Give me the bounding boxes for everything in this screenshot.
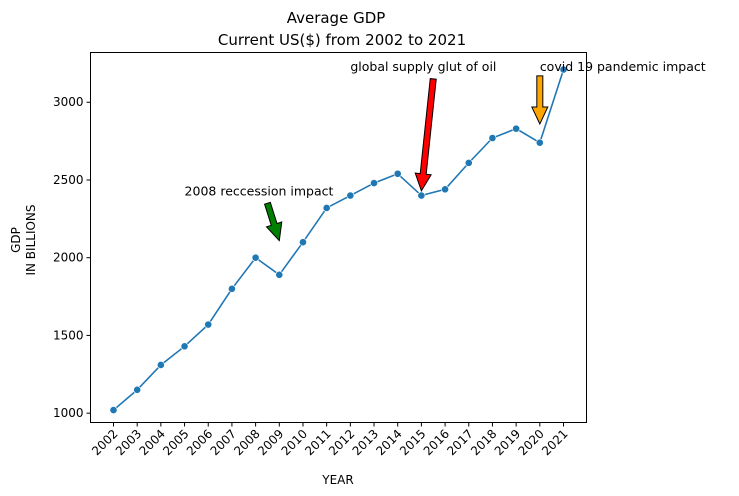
data-point	[133, 385, 142, 394]
x-tick-label: 2008	[231, 427, 262, 458]
data-point	[488, 134, 497, 142]
data-point	[251, 253, 260, 262]
annotation-arrow	[414, 78, 437, 193]
y-tick-label: 2000	[53, 251, 84, 265]
data-point	[275, 270, 284, 279]
series-line	[112, 69, 565, 411]
data-point	[204, 320, 213, 329]
x-tick-label: 2003	[113, 427, 144, 458]
x-axis-ticks: 2002200320042005200620072008200920102011…	[89, 422, 571, 458]
x-tick-label: 2020	[515, 427, 546, 458]
x-tick-label: 2006	[184, 427, 215, 458]
y-tick-label: 1000	[53, 406, 84, 420]
data-point	[417, 191, 426, 200]
data-point	[441, 185, 449, 194]
x-tick-label: 2004	[136, 427, 167, 458]
data-point	[346, 191, 355, 200]
x-tick-label: 2009	[255, 427, 286, 458]
x-tick-label: 2005	[160, 427, 191, 458]
x-tick-label: 2012	[326, 427, 357, 458]
x-tick-label: 2021	[539, 427, 570, 458]
x-tick-label: 2017	[444, 427, 475, 458]
x-tick-label: 2013	[350, 427, 381, 458]
y-tick-label: 2500	[53, 173, 84, 187]
x-tick-label: 2002	[89, 427, 120, 458]
data-point	[322, 204, 331, 212]
data-point	[464, 158, 473, 167]
data-point	[559, 65, 568, 74]
data-point	[393, 169, 402, 178]
y-axis-label-line-2: IN BILLIONS	[24, 204, 38, 275]
y-axis-ticks: 1000 1500 2000 2500 3000	[53, 95, 91, 420]
x-tick-label: 2019	[492, 427, 523, 458]
x-tick-label: 2007	[208, 427, 239, 458]
annotation-arrow	[531, 75, 549, 126]
x-tick-label: 2015	[397, 427, 428, 458]
data-point	[156, 361, 165, 369]
x-tick-label: 2011	[302, 427, 333, 458]
data-point	[299, 238, 307, 247]
annotations-layer: 2008 reccession impact global supply glut…	[185, 59, 706, 242]
series-layer	[109, 65, 568, 414]
y-tick-label: 3000	[53, 95, 84, 109]
annotation-label: global supply glut of oil	[350, 59, 496, 74]
data-point	[180, 342, 189, 351]
annotation-arrow	[263, 201, 283, 242]
data-point	[535, 138, 544, 147]
data-point	[512, 124, 521, 133]
y-axis-label-line-1: GDP	[9, 227, 23, 253]
x-axis-label: YEAR	[321, 473, 353, 487]
x-tick-label: 2014	[373, 427, 404, 458]
plot-area-frame	[90, 52, 587, 423]
data-point	[370, 179, 378, 187]
chart-subtitle: Current US($) from 2002 to 2021	[218, 31, 466, 49]
chart-title: Average GDP	[287, 9, 386, 27]
annotation-label: 2008 reccession impact	[185, 184, 334, 199]
x-tick-label: 2016	[421, 427, 452, 458]
y-tick-label: 1500	[53, 328, 84, 342]
annotation-label: covid 19 pandemic impact	[540, 59, 706, 74]
data-point	[109, 406, 118, 414]
x-tick-label: 2010	[279, 427, 310, 458]
data-point	[228, 284, 236, 293]
x-tick-label: 2018	[468, 427, 499, 458]
